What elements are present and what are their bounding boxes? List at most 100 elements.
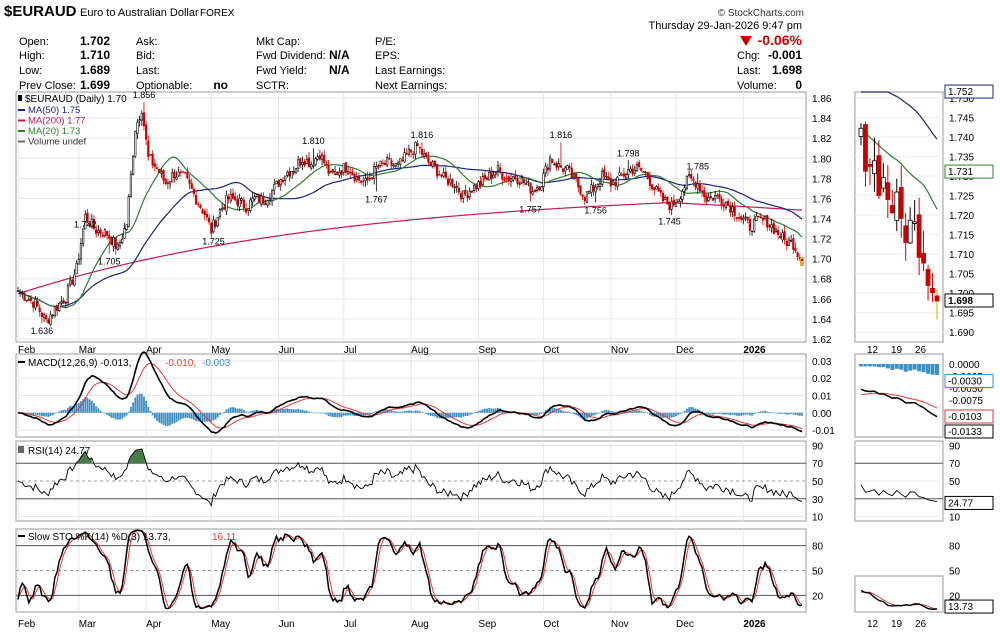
macd-hist-bar (733, 412, 736, 416)
macd-hist-bar (384, 409, 386, 413)
zoom-macd-hist (912, 364, 917, 370)
candle-body (740, 216, 743, 220)
macd-hist-bar (321, 412, 323, 414)
x-tick-label: Jul (344, 619, 357, 630)
candle-body (629, 168, 632, 172)
price-annotation: 1.856 (133, 90, 156, 100)
candle-body (38, 307, 41, 313)
candle-body (270, 190, 274, 202)
macd-hist-bar (781, 412, 784, 414)
candle-body (79, 243, 83, 260)
macd-hist-bar (720, 412, 723, 415)
macd-hist-bar (64, 409, 67, 413)
candle-body (212, 219, 215, 232)
candle-body (694, 181, 697, 188)
candle-body (273, 184, 276, 191)
candle-body (125, 224, 128, 230)
candle-body (492, 174, 495, 179)
candle-body (485, 177, 489, 180)
macd-hist-bar (208, 412, 211, 422)
macd-hist-bar (388, 409, 391, 413)
macd-hist-bar (692, 407, 695, 413)
macd-hist-bar (531, 412, 534, 416)
macd-hist-bar (130, 406, 132, 413)
candle-body (301, 162, 304, 166)
candle-body (101, 234, 104, 237)
candle-body (781, 232, 784, 241)
candle-body (596, 184, 599, 188)
candle-body (770, 224, 773, 229)
macd-hist-bar (75, 403, 78, 413)
macd-hist-bar (586, 412, 588, 419)
candle-body (360, 180, 363, 183)
macd-hist-bar (668, 412, 671, 419)
candle-body (88, 223, 91, 227)
macd-hist-bar (390, 410, 393, 413)
candle-body (509, 178, 513, 183)
zoom-candle-body (898, 187, 904, 219)
candle-body (97, 230, 100, 233)
macd-hist-bar (149, 410, 152, 413)
macd-hist-bar (175, 412, 178, 422)
macd-hist-bar (351, 412, 354, 416)
candle-body (110, 237, 113, 245)
zoom-price-tick: 1.740 (949, 133, 974, 144)
candle-body (62, 299, 65, 304)
macd-hist-bar (90, 400, 93, 413)
candle-body (19, 292, 22, 294)
ma20-badge: 1.731 (948, 167, 973, 178)
macd-hist-bar (284, 408, 287, 413)
candle-body (325, 163, 328, 166)
candle-body (666, 196, 669, 205)
candle-body (616, 176, 619, 188)
macd-hist-bar (282, 408, 284, 413)
candle-body (638, 162, 641, 167)
candle-body (138, 119, 141, 122)
macd-hist-bar (240, 408, 243, 413)
candle-body (744, 216, 747, 219)
macd-hist-bar (134, 397, 137, 413)
macd-hist-bar (416, 410, 419, 413)
zoom-signal-badge-box (944, 409, 994, 424)
candle-body (668, 201, 671, 211)
x-tick-label: Apr (146, 619, 162, 630)
candle-body (468, 191, 471, 198)
x-tick-label: Dec (676, 619, 694, 630)
macd-hist-bar (560, 409, 562, 413)
sto-tick-label: 80 (812, 542, 824, 553)
candle-body (105, 230, 109, 236)
macd-hist-bar (614, 412, 617, 413)
macd-hist-bar (542, 412, 545, 413)
macd-hist-bar (84, 397, 87, 413)
macd-hist-bar (685, 408, 688, 413)
candle-body (118, 242, 122, 247)
candle-body (188, 179, 191, 184)
macd-hist-bar (247, 411, 250, 413)
macd-hist-bar (649, 412, 651, 415)
macd-hist-bar (583, 412, 586, 420)
candle-body (635, 164, 639, 171)
macd-hist-bar (103, 412, 106, 414)
macd-hist-bar (464, 412, 467, 417)
legend-entry: MA(200) 1.77 (28, 116, 86, 127)
candle-body (516, 178, 519, 184)
candle-body (255, 194, 258, 197)
candle-body (538, 186, 541, 191)
candle-body (451, 178, 454, 187)
macd-hist-bar (156, 412, 158, 421)
candle-body (479, 181, 482, 187)
macd-hist-bar (677, 412, 680, 415)
x-tick-label: Oct (544, 345, 560, 356)
candle-body (696, 183, 699, 190)
candle-body (223, 206, 226, 210)
candle-body (794, 248, 797, 252)
macd-hist-bar (425, 412, 428, 414)
candle-body (210, 222, 213, 234)
macd-hist-bar (427, 412, 430, 415)
candle-body (32, 301, 35, 308)
x-tick-label: Mar (79, 345, 97, 356)
candle-body (307, 157, 311, 168)
candle-body (327, 164, 330, 174)
candle-body (166, 182, 169, 184)
macd-hist-bar (536, 412, 538, 415)
